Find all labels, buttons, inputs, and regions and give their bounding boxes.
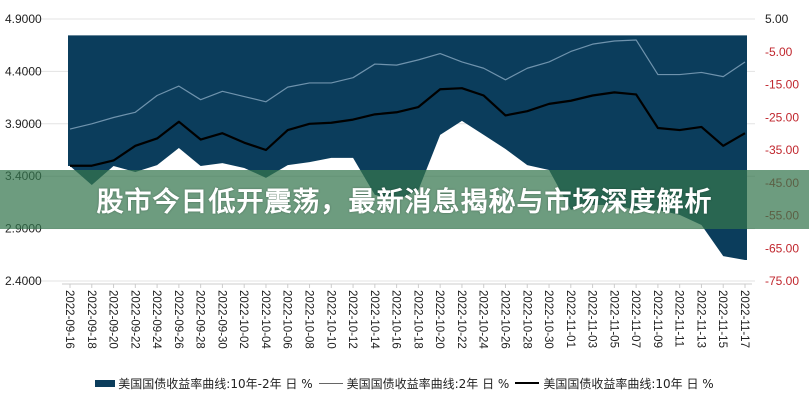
right-tick-label: 5.00	[765, 12, 789, 26]
legend-swatch-line	[318, 382, 343, 384]
x-tick-label: 2022-09-20	[107, 290, 119, 349]
headline-title: 股市今日低开震荡，最新消息揭秘与市场深度解析	[96, 187, 713, 218]
x-tick-label: 2022-10-26	[498, 290, 510, 349]
legend-label: 美国国债收益率曲线:10年 日 %	[543, 376, 714, 391]
left-tick-label: 3.9000	[5, 117, 42, 131]
x-tick-label: 2022-09-28	[194, 290, 206, 349]
right-tick-label: -15.00	[765, 78, 799, 92]
legend-label: 美国国债收益率曲线:2年 日 %	[346, 376, 510, 391]
x-tick-label: 2022-10-02	[237, 290, 249, 349]
x-tick-label: 2022-09-18	[85, 290, 97, 349]
x-tick-label: 2022-10-24	[477, 290, 489, 349]
legend-item-2y: 美国国债收益率曲线:2年 日 %	[318, 375, 510, 392]
x-tick-label: 2022-10-12	[346, 290, 358, 349]
x-tick-label: 2022-10-06	[281, 290, 293, 349]
x-tick-label: 2022-11-05	[607, 290, 619, 348]
left-tick-label: 2.4000	[5, 274, 42, 288]
x-tick-label: 2022-09-16	[63, 290, 75, 349]
legend-swatch-area	[95, 379, 116, 387]
left-tick-label: 4.4000	[5, 64, 42, 78]
right-tick-label: -35.00	[765, 143, 799, 157]
x-tick-label: 2022-11-15	[716, 290, 728, 348]
x-tick-label: 2022-11-09	[651, 290, 663, 348]
x-tick-label: 2022-09-30	[215, 290, 227, 349]
x-tick-label: 2022-09-26	[172, 290, 184, 349]
headline-banner: 股市今日低开震荡，最新消息揭秘与市场深度解析	[0, 170, 809, 229]
x-tick-label: 2022-10-10	[324, 290, 336, 349]
x-tick-label: 2022-10-22	[455, 290, 467, 349]
x-tick-label: 2022-11-01	[564, 290, 576, 348]
right-tick-label: -25.00	[765, 110, 799, 124]
legend-item-10y: 美国国债收益率曲线:10年 日 %	[515, 375, 714, 392]
legend-swatch-line	[515, 382, 540, 384]
right-tick-label: -75.00	[765, 274, 799, 288]
x-tick-label: 2022-10-28	[520, 290, 532, 349]
right-tick-label: -65.00	[765, 241, 799, 255]
x-tick-label: 2022-10-16	[390, 290, 402, 349]
legend-label: 美国国债收益率曲线:10年-2年 日 %	[118, 376, 313, 391]
legend-item-spread: 美国国债收益率曲线:10年-2年 日 %	[95, 375, 313, 392]
x-tick-label: 2022-11-13	[694, 290, 706, 348]
x-tick-label: 2022-10-30	[542, 290, 554, 349]
right-tick-label: -5.00	[765, 45, 793, 59]
x-tick-label: 2022-11-03	[586, 290, 598, 348]
x-tick-label: 2022-11-11	[673, 290, 685, 347]
line-series-10y	[70, 87, 746, 167]
legend: 美国国债收益率曲线:10年-2年 日 % 美国国债收益率曲线:2年 日 % 美国…	[0, 374, 809, 392]
x-tick-label: 2022-10-20	[433, 290, 445, 349]
x-tick-label: 2022-11-17	[738, 290, 750, 348]
left-tick-label: 4.9000	[5, 12, 42, 26]
x-tick-label: 2022-11-07	[629, 290, 641, 348]
x-tick-label: 2022-10-14	[368, 290, 380, 349]
x-tick-label: 2022-10-04	[259, 290, 271, 349]
line-series-2y	[69, 39, 746, 130]
x-tick-label: 2022-10-08	[303, 290, 315, 349]
x-tick-label: 2022-09-24	[150, 290, 162, 349]
x-tick-label: 2022-10-18	[411, 290, 423, 349]
x-tick-label: 2022-09-22	[128, 290, 140, 349]
